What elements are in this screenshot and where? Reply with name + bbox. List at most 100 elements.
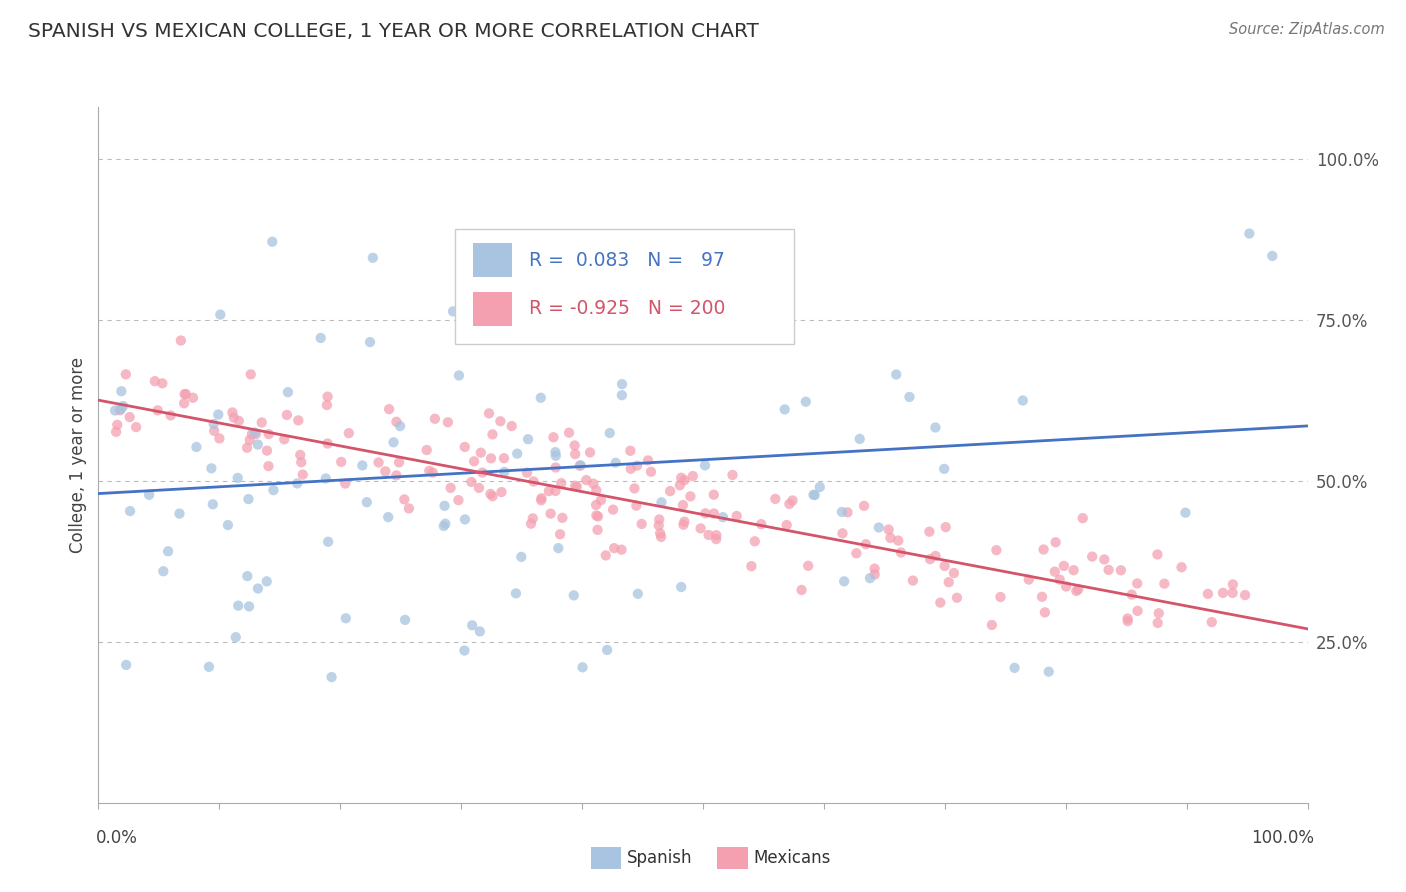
Point: [744, 534, 766, 549]
Point: [859, 571, 882, 585]
Point: [423, 411, 446, 425]
Point: [548, 527, 571, 541]
Point: [454, 440, 477, 454]
Point: [934, 462, 956, 476]
Point: [803, 488, 825, 502]
Point: [447, 368, 470, 383]
Point: [778, 497, 800, 511]
Point: [659, 484, 682, 499]
Point: [173, 396, 195, 410]
Point: [256, 574, 278, 589]
Point: [505, 586, 527, 600]
Point: [501, 419, 523, 434]
Bar: [474, 292, 512, 326]
Point: [669, 478, 692, 492]
Point: [626, 458, 648, 473]
Point: [174, 387, 197, 401]
Point: [422, 466, 444, 480]
Point: [711, 510, 734, 524]
Point: [530, 493, 553, 508]
Point: [479, 487, 502, 501]
Point: [461, 618, 484, 632]
Point: [565, 480, 588, 494]
Point: [169, 507, 191, 521]
Point: [586, 509, 609, 524]
Point: [673, 473, 696, 487]
Point: [291, 467, 314, 482]
Point: [877, 523, 900, 537]
Point: [471, 466, 494, 480]
Point: [257, 459, 280, 474]
Point: [1054, 579, 1077, 593]
Text: Spanish: Spanish: [627, 849, 693, 867]
Point: [540, 507, 562, 521]
Point: [441, 304, 464, 318]
Point: [276, 408, 298, 422]
Point: [550, 476, 572, 491]
Point: [671, 580, 693, 594]
Point: [522, 475, 544, 489]
Point: [703, 507, 725, 521]
Point: [879, 531, 901, 545]
Point: [703, 488, 725, 502]
Point: [367, 455, 389, 469]
Point: [1032, 542, 1054, 557]
Point: [544, 460, 567, 475]
Point: [544, 445, 567, 459]
Point: [1038, 665, 1060, 679]
Point: [316, 390, 339, 404]
Point: [110, 384, 132, 399]
Point: [648, 512, 671, 526]
Point: [239, 368, 262, 382]
Point: [516, 466, 538, 480]
Point: [157, 544, 180, 558]
Point: [506, 447, 529, 461]
Point: [1147, 607, 1170, 621]
Point: [704, 528, 727, 542]
Point: [394, 613, 416, 627]
Point: [315, 471, 337, 485]
Point: [337, 426, 360, 441]
Point: [1053, 558, 1076, 573]
Point: [620, 462, 643, 476]
Point: [853, 499, 876, 513]
Point: [571, 660, 593, 674]
Point: [863, 561, 886, 575]
Point: [1153, 576, 1175, 591]
Point: [226, 599, 249, 613]
Point: [599, 425, 621, 440]
Point: [385, 468, 408, 483]
Point: [115, 368, 138, 382]
Point: [143, 374, 166, 388]
Point: [245, 427, 267, 442]
Point: [398, 501, 420, 516]
Point: [782, 493, 804, 508]
Point: [918, 524, 941, 539]
Point: [321, 670, 343, 684]
Point: [240, 427, 263, 442]
Point: [238, 492, 260, 507]
Point: [198, 660, 221, 674]
Point: [585, 498, 607, 512]
Point: [125, 420, 148, 434]
Point: [605, 456, 627, 470]
Point: [679, 489, 702, 503]
Point: [887, 533, 910, 548]
Point: [277, 385, 299, 400]
Point: [316, 436, 339, 450]
Point: [942, 566, 965, 580]
Point: [1222, 577, 1244, 591]
Point: [586, 523, 609, 537]
Point: [725, 508, 748, 523]
Point: [938, 575, 960, 590]
Point: [848, 432, 870, 446]
Point: [1031, 590, 1053, 604]
Point: [1004, 661, 1026, 675]
Point: [1212, 586, 1234, 600]
Point: [1092, 552, 1115, 566]
Point: [530, 491, 553, 506]
Point: [186, 440, 208, 454]
Point: [200, 461, 222, 475]
Point: [797, 558, 820, 573]
Point: [522, 511, 544, 525]
